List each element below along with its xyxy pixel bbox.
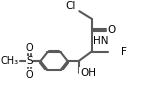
Text: F: F (121, 47, 127, 57)
Text: O: O (26, 43, 33, 53)
Text: Cl: Cl (66, 1, 76, 11)
Text: O: O (107, 25, 115, 35)
Text: CH₃: CH₃ (1, 56, 19, 66)
Text: O: O (26, 70, 33, 80)
Text: S: S (26, 56, 33, 66)
Text: HN: HN (93, 36, 109, 46)
Text: OH: OH (80, 68, 96, 78)
